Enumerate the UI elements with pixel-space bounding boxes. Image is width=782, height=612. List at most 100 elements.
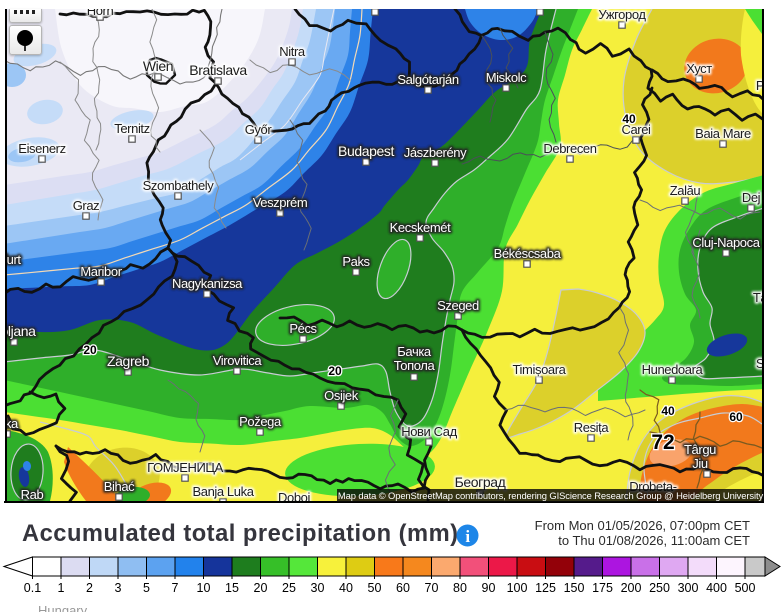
svg-text:eka: eka xyxy=(0,416,19,431)
svg-text:Budapest: Budapest xyxy=(338,143,394,159)
svg-text:Szombathely: Szombathely xyxy=(143,178,215,193)
svg-text:175: 175 xyxy=(592,581,613,595)
svg-text:Zagreb: Zagreb xyxy=(107,353,150,369)
svg-text:Doboj: Doboj xyxy=(278,490,310,505)
svg-text:Nagykanizsa: Nagykanizsa xyxy=(172,276,243,291)
svg-text:Pécs: Pécs xyxy=(289,321,317,336)
svg-text:50: 50 xyxy=(368,581,382,595)
svg-text:100: 100 xyxy=(507,581,528,595)
svg-text:Р: Р xyxy=(756,78,764,93)
svg-text:Jiu: Jiu xyxy=(692,456,708,471)
svg-text:oljana: oljana xyxy=(1,323,37,339)
svg-text:72: 72 xyxy=(651,431,674,454)
svg-text:furt: furt xyxy=(3,252,21,267)
svg-text:Debrecen: Debrecen xyxy=(543,141,596,156)
svg-text:Miskolc: Miskolc xyxy=(486,70,527,85)
svg-text:S: S xyxy=(756,356,765,371)
svg-text:1: 1 xyxy=(58,581,65,595)
svg-text:Hunedoara: Hunedoara xyxy=(642,362,704,377)
svg-text:Jászberény: Jászberény xyxy=(404,145,467,160)
svg-text:Târgu: Târgu xyxy=(684,442,716,457)
svg-text:Wien: Wien xyxy=(143,58,173,74)
svg-text:Horn: Horn xyxy=(87,3,114,18)
svg-text:Бачка: Бачка xyxy=(397,344,432,359)
svg-text:5: 5 xyxy=(143,581,150,595)
svg-text:25: 25 xyxy=(282,581,296,595)
svg-text:S: S xyxy=(756,356,765,371)
svg-text:Nitra: Nitra xyxy=(279,44,306,59)
svg-text:Virovitica: Virovitica xyxy=(213,353,263,368)
svg-text:10: 10 xyxy=(197,581,211,595)
svg-text:Топола: Топола xyxy=(394,358,436,373)
svg-text:Ужгород: Ужгород xyxy=(598,7,646,22)
svg-text:Szeged: Szeged xyxy=(437,298,479,313)
svg-text:Győr: Győr xyxy=(245,122,273,137)
svg-text:Szombathely: Szombathely xyxy=(143,178,215,193)
svg-text:3: 3 xyxy=(115,581,122,595)
svg-text:Timișoara: Timișoara xyxy=(513,362,567,377)
svg-text:Bratislava: Bratislava xyxy=(189,62,247,78)
svg-text:Târgu: Târgu xyxy=(684,442,716,457)
svg-text:7: 7 xyxy=(172,581,179,595)
svg-text:20: 20 xyxy=(254,581,268,595)
svg-text:Bihać: Bihać xyxy=(104,479,135,494)
svg-text:Bratislava: Bratislava xyxy=(189,62,247,78)
svg-text:Tă: Tă xyxy=(753,290,769,305)
svg-text:Banja Luka: Banja Luka xyxy=(192,484,254,499)
svg-text:90: 90 xyxy=(482,581,496,595)
svg-text:20: 20 xyxy=(328,364,342,378)
svg-text:Нови Сад: Нови Сад xyxy=(401,424,457,439)
svg-text:Győr: Győr xyxy=(245,122,273,137)
svg-text:125: 125 xyxy=(535,581,556,595)
svg-text:400: 400 xyxy=(706,581,727,595)
svg-text:Zalău: Zalău xyxy=(670,183,701,198)
svg-text:Nagykanizsa: Nagykanizsa xyxy=(172,276,243,291)
svg-text:2: 2 xyxy=(86,581,93,595)
svg-text:Carei: Carei xyxy=(621,122,651,137)
svg-text:Békéscsaba: Békéscsaba xyxy=(494,246,562,261)
svg-text:ГОМЈЕНИЦА: ГОМЈЕНИЦА xyxy=(147,460,224,475)
svg-text:i: i xyxy=(465,527,470,546)
svg-text:Jászberény: Jászberény xyxy=(404,145,467,160)
svg-text:Cluj-Napoca: Cluj-Napoca xyxy=(692,235,760,250)
svg-text:Хуст: Хуст xyxy=(686,61,712,76)
svg-text:Ужгород: Ужгород xyxy=(598,7,646,22)
svg-text:Jiu: Jiu xyxy=(692,456,708,471)
svg-text:Békéscsaba: Békéscsaba xyxy=(494,246,562,261)
svg-text:Požega: Požega xyxy=(239,414,282,429)
svg-text:Rab: Rab xyxy=(21,487,44,502)
svg-text:70: 70 xyxy=(425,581,439,595)
svg-text:250: 250 xyxy=(649,581,670,595)
svg-text:Р: Р xyxy=(756,78,764,93)
svg-text:Kecskemét: Kecskemét xyxy=(390,220,451,235)
svg-text:Salgótarján: Salgótarján xyxy=(397,72,459,87)
svg-text:Timișoara: Timișoara xyxy=(513,362,567,377)
svg-text:Eisenerz: Eisenerz xyxy=(18,141,65,156)
svg-text:Paks: Paks xyxy=(342,254,370,269)
svg-text:Бачка: Бачка xyxy=(397,344,432,359)
svg-text:Debrecen: Debrecen xyxy=(543,141,596,156)
svg-text:40: 40 xyxy=(661,404,675,418)
svg-text:Virovitica: Virovitica xyxy=(213,353,263,368)
svg-text:Graz: Graz xyxy=(73,198,100,213)
svg-text:Carei: Carei xyxy=(621,122,651,137)
svg-text:Bihać: Bihać xyxy=(104,479,135,494)
svg-text:Tă: Tă xyxy=(753,290,769,305)
svg-text:Požega: Požega xyxy=(239,414,282,429)
svg-text:Nitra: Nitra xyxy=(279,44,306,59)
svg-text:Zalău: Zalău xyxy=(670,183,701,198)
svg-text:Miskolc: Miskolc xyxy=(486,70,527,85)
svg-text:eka: eka xyxy=(0,416,19,431)
svg-text:Resița: Resița xyxy=(574,420,610,435)
svg-text:Maribor: Maribor xyxy=(80,264,122,279)
svg-text:Banja Luka: Banja Luka xyxy=(192,484,254,499)
svg-text:Maribor: Maribor xyxy=(80,264,122,279)
svg-text:Ternitz: Ternitz xyxy=(114,121,150,136)
svg-text:Хуст: Хуст xyxy=(686,61,712,76)
svg-text:Baia Mare: Baia Mare xyxy=(695,126,751,141)
svg-text:Ternitz: Ternitz xyxy=(114,121,150,136)
svg-text:ГОМЈЕНИЦА: ГОМЈЕНИЦА xyxy=(147,460,224,475)
svg-text:80: 80 xyxy=(453,581,467,595)
svg-text:Osijek: Osijek xyxy=(324,388,359,403)
svg-text:Hunedoara: Hunedoara xyxy=(642,362,704,377)
